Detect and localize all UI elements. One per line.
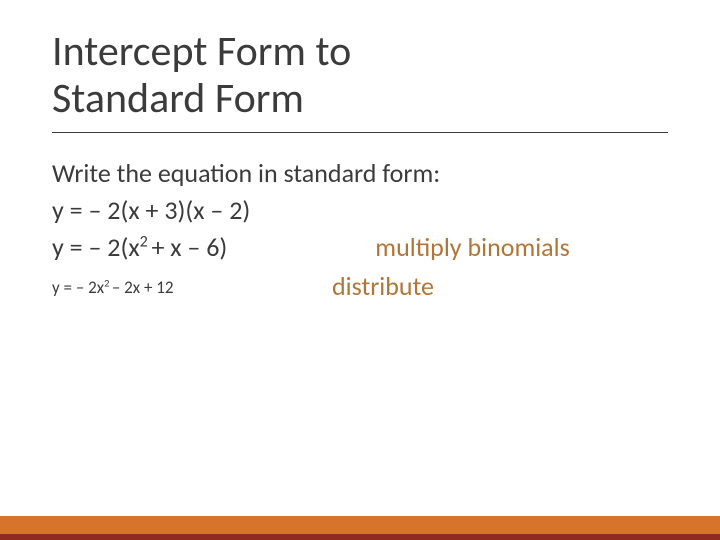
slide-title: Intercept Form to Standard Form: [52, 28, 668, 122]
footer-red-stripe: [0, 534, 720, 540]
slide: Intercept Form to Standard Form Write th…: [0, 0, 720, 540]
footer-orange-stripe: [0, 516, 720, 534]
eq3-exponent-1: 2: [104, 276, 112, 289]
equation-2-row: y = – 2(x2 + x – 6) multiply binomials: [52, 229, 668, 266]
title-underline: [52, 132, 668, 133]
eq3-mid: – 2x + 12: [112, 277, 174, 298]
equation-3-row: y = – 2x2 – 2x + 12 distribute: [52, 266, 668, 302]
footer-bar: [0, 516, 720, 540]
equation-2: y = – 2(x2 + x – 6): [52, 229, 227, 266]
equation-1: y = – 2(x + 3)(x – 2): [52, 192, 668, 229]
equation-3: y = – 2x2 – 2x + 12: [52, 276, 232, 300]
eq2-suffix: + x – 6): [151, 231, 227, 263]
title-line-2: Standard Form: [52, 73, 304, 124]
prompt-text: Write the equation in standard form:: [52, 155, 668, 192]
eq2-exponent: 2: [140, 232, 152, 251]
explain-distribute: distribute: [332, 270, 434, 302]
title-line-1: Intercept Form to: [52, 26, 351, 77]
explain-multiply: multiply binomials: [375, 231, 569, 263]
eq3-prefix: y = – 2x: [52, 277, 104, 298]
eq2-prefix: y = – 2(x: [52, 231, 140, 263]
